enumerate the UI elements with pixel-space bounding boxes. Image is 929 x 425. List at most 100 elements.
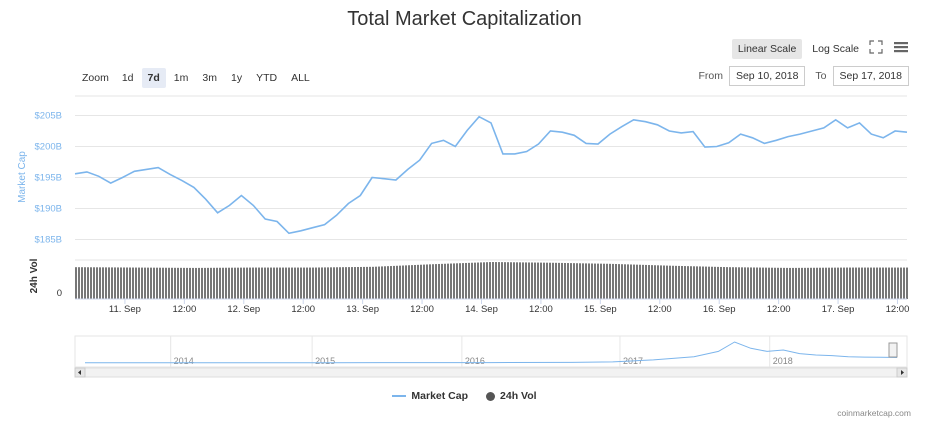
vol-bar xyxy=(567,263,569,299)
linear-scale-button[interactable]: Linear Scale xyxy=(731,39,803,59)
vol-bar xyxy=(579,263,581,299)
vol-bar xyxy=(633,264,635,299)
vol-bar xyxy=(468,262,470,299)
from-date-input[interactable]: Sep 10, 2018 xyxy=(728,66,806,86)
vol-bar xyxy=(300,267,302,299)
vol-bar xyxy=(756,267,758,299)
vol-bar xyxy=(504,262,506,299)
vol-zero-tick: 0 xyxy=(57,288,62,299)
legend-dot-icon xyxy=(486,391,496,401)
vol-bar xyxy=(837,267,839,299)
zoom-selector: Zoom 1d 7d 1m 3m 1y YTD ALL xyxy=(82,68,316,88)
vol-bar xyxy=(708,266,710,299)
legend-market-cap[interactable]: Market Cap xyxy=(392,390,468,402)
vol-bar xyxy=(189,267,191,299)
to-date-input[interactable]: Sep 17, 2018 xyxy=(832,66,909,86)
vol-bar xyxy=(654,265,656,299)
credit-link[interactable]: coinmarketcap.com xyxy=(837,408,911,418)
vol-bar xyxy=(666,265,668,299)
vol-bar xyxy=(342,267,344,299)
vol-bar xyxy=(417,264,419,299)
x-tick-label: 13. Sep xyxy=(346,304,379,315)
vol-bar xyxy=(471,262,473,299)
vol-bar xyxy=(429,264,431,299)
vol-bar xyxy=(255,267,257,299)
vol-bar xyxy=(600,263,602,299)
vol-bar xyxy=(888,267,890,299)
vol-bar xyxy=(786,267,788,299)
vol-bar xyxy=(807,267,809,299)
vol-bar xyxy=(735,267,737,299)
zoom-1d-button[interactable]: 1d xyxy=(121,72,134,84)
vol-bar xyxy=(528,262,530,299)
vol-bar xyxy=(267,267,269,299)
vol-bar xyxy=(336,267,338,299)
legend-24h-vol[interactable]: 24h Vol xyxy=(486,390,537,402)
vol-bar xyxy=(867,267,869,299)
vol-bar xyxy=(291,267,293,299)
zoom-3m-button[interactable]: 3m xyxy=(202,72,217,84)
x-tick-label: 14. Sep xyxy=(465,304,498,315)
vol-bar xyxy=(363,266,365,299)
vol-bar xyxy=(900,267,902,299)
vol-bar xyxy=(465,262,467,299)
vol-bar xyxy=(831,267,833,299)
vol-bar xyxy=(222,267,224,299)
vol-bar xyxy=(372,266,374,299)
zoom-all-button[interactable]: ALL xyxy=(291,72,310,84)
vol-bar xyxy=(495,262,497,299)
vol-bar xyxy=(531,262,533,299)
fullscreen-icon[interactable] xyxy=(869,39,883,59)
vol-bar xyxy=(456,263,458,299)
vol-bar xyxy=(903,267,905,299)
vol-bar xyxy=(732,267,734,299)
vol-bar xyxy=(318,267,320,299)
scrollbar-track xyxy=(74,367,908,378)
vol-bar xyxy=(198,267,200,299)
vol-bar xyxy=(216,267,218,299)
vol-bar xyxy=(459,263,461,299)
vol-bar xyxy=(606,263,608,299)
vol-bar xyxy=(780,267,782,299)
vol-bar xyxy=(492,262,494,299)
x-tick-label: 12:00 xyxy=(529,304,553,315)
vol-bar xyxy=(873,267,875,299)
zoom-ytd-button[interactable]: YTD xyxy=(256,72,278,84)
market-cap-line xyxy=(74,115,908,235)
vol-bar xyxy=(822,267,824,299)
vol-bar xyxy=(513,262,515,299)
vol-bar xyxy=(696,266,698,299)
vol-bar xyxy=(294,267,296,299)
zoom-1y-button[interactable]: 1y xyxy=(230,72,243,84)
zoom-7d-button[interactable]: 7d xyxy=(141,68,166,88)
vol-bar xyxy=(585,263,587,299)
vol-bar xyxy=(234,267,236,299)
vol-bar xyxy=(501,262,503,299)
vol-bar xyxy=(174,267,176,299)
vol-bar xyxy=(84,267,86,299)
vol-bar xyxy=(765,267,767,299)
zoom-1m-button[interactable]: 1m xyxy=(173,72,189,84)
vol-bar xyxy=(120,267,122,299)
vol-bar xyxy=(672,265,674,299)
vol-bar xyxy=(795,267,797,299)
vol-bar xyxy=(783,267,785,299)
vol-bar xyxy=(675,265,677,299)
vol-bar xyxy=(813,267,815,299)
hamburger-menu-icon[interactable] xyxy=(893,40,909,59)
vol-bar xyxy=(279,267,281,299)
vol-bar xyxy=(642,264,644,299)
vol-bar xyxy=(348,267,350,299)
vol-bar xyxy=(792,267,794,299)
vol-bar xyxy=(519,262,521,299)
vol-bar xyxy=(711,266,713,299)
x-tick-label: 11. Sep xyxy=(109,304,141,315)
vol-bar xyxy=(366,266,368,299)
vol-bar xyxy=(771,267,773,299)
vol-bar xyxy=(141,267,143,299)
vol-bar xyxy=(477,262,479,299)
vol-bar xyxy=(144,267,146,299)
vol-bar xyxy=(741,267,743,299)
vol-bar xyxy=(357,266,359,299)
log-scale-button[interactable]: Log Scale xyxy=(812,43,859,55)
